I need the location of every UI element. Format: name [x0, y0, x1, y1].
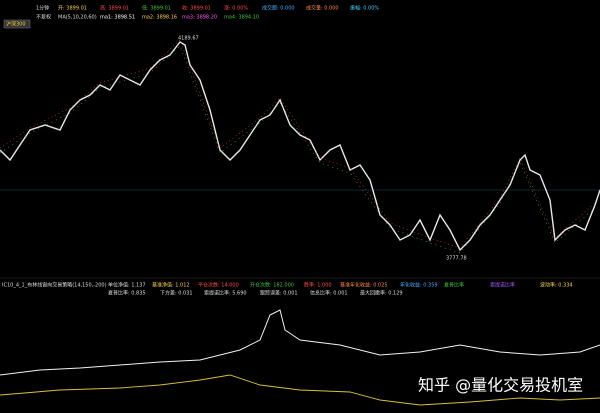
price-candles-up [0, 39, 596, 249]
price-line [0, 41, 600, 252]
high-price-label: 4189.67 [178, 36, 199, 42]
close: 收: 3899.01 [182, 5, 211, 12]
metric: 夏普比率: 0.835 [108, 290, 146, 297]
metric: 波动率: 0.334 [540, 282, 573, 289]
metric: 信息比率: 0.001 [310, 290, 348, 297]
metric: 平仓次数: 14.000 [198, 282, 239, 289]
metric: 年化收益: 0.359 [400, 282, 438, 289]
metric: 单位净值: 1.137 [108, 282, 146, 289]
strategy-name: IC10_4_1_布林线窗向交易策略(14,150,-200) [2, 282, 107, 289]
benchmark-curve [0, 374, 600, 406]
low: 低: 3899.01 [142, 5, 171, 12]
open: 开: 3899.01 [58, 6, 87, 12]
ma1: ma1: 3898.51 [100, 15, 135, 21]
metric: 跟踪误差: 0.001 [260, 290, 298, 297]
ma2: ma2: 3898.16 [142, 15, 177, 21]
metric: 索提诺比率: 5.690 [204, 290, 247, 297]
volume: 成交量: 0.000 [306, 5, 339, 12]
ma-params: MA(5,10,20,60) [58, 15, 97, 21]
symbol-tag [3, 19, 31, 29]
metrics-row-2: 夏普比率: 0.835 下方差: 0.031 索提诺比率: 5.690 跟踪误差: 0… [108, 290, 403, 297]
metrics-row-1: 单位净值: 1.137 基准净值: 1.012 平仓次数: 14.000 开仓次数: … [108, 282, 573, 289]
metric: 下方差: 0.031 [160, 290, 193, 297]
symbol-title: 沪深300 [6, 21, 26, 28]
metric: 索提诺比率 [490, 282, 515, 289]
amplitude: 振幅: 0.00% [350, 5, 379, 12]
price-candles-down [0, 45, 596, 254]
metric: 基准年化收益: 0.025 [340, 282, 388, 289]
metric: 夏普比率 [444, 282, 464, 289]
ma4: ma4: 3894.10 [224, 15, 259, 21]
adjust: 不复权 [36, 14, 51, 21]
metric: 最大回撤率: 0.129 [360, 290, 403, 297]
period: 1分钟 [36, 5, 49, 12]
ma3: ma3: 3898.20 [182, 15, 217, 21]
metric: 开仓次数: 182.000 [250, 282, 294, 289]
metric: 基准净值: 1.012 [152, 282, 190, 289]
change: 涨: 0.00% [224, 5, 248, 12]
amount: 成交额: 0.000 [262, 5, 295, 12]
high: 高: 3899.01 [100, 5, 129, 12]
net-value-curve [0, 309, 600, 376]
watermark: 知乎 @量化交易投机室 [418, 376, 583, 395]
metric: 胜率: 1.000 [304, 282, 332, 289]
low-price-label: 3777.78 [446, 256, 467, 262]
